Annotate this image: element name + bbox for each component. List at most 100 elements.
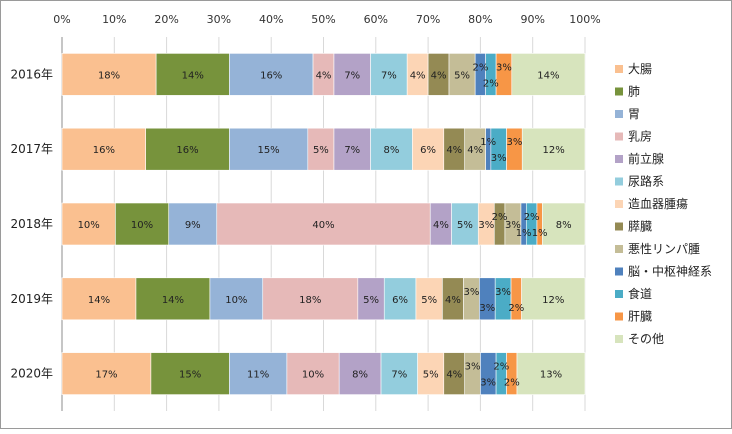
data-label: 14% <box>162 295 184 306</box>
data-label: 4% <box>316 70 332 81</box>
data-label: 2% <box>504 378 520 389</box>
legend-label: 大腸 <box>628 62 652 76</box>
legend-swatch <box>615 200 623 208</box>
data-label: 5% <box>421 295 437 306</box>
bar-segment <box>229 127 309 171</box>
bar-segment <box>145 127 230 171</box>
bar-segment <box>521 127 586 171</box>
data-label: 6% <box>420 145 436 156</box>
legend-label: その他 <box>628 332 664 346</box>
data-label: 3% <box>491 153 507 164</box>
category-labels: 2016年 2017年 2018年 2019年 2020年 <box>10 67 53 380</box>
legend-label: 尿路系 <box>628 174 664 189</box>
x-tick-label: 100% <box>569 13 600 26</box>
bar-segment <box>115 202 170 246</box>
x-tick-label: 30% <box>207 13 231 26</box>
data-label: 16% <box>260 70 282 81</box>
bar-segment <box>307 127 335 171</box>
data-label: 4% <box>446 370 462 381</box>
bar-segment <box>155 53 230 96</box>
data-label: 2% <box>492 212 508 223</box>
bar-segment <box>135 277 211 321</box>
legend-swatch <box>615 335 623 343</box>
bar-segment <box>521 277 586 321</box>
x-tick-labels: 0% 10% 20% 30% 40% 50% 60% 70% 80% 90% 100% <box>53 13 600 26</box>
category-label: 2019年 <box>10 292 53 306</box>
bar-segment <box>61 277 137 321</box>
data-label: 10% <box>302 370 324 381</box>
bar-segment <box>516 352 586 395</box>
data-label: 3% <box>463 287 479 298</box>
data-label: 3% <box>478 220 494 231</box>
data-label: 4% <box>433 220 449 231</box>
legend-swatch <box>615 177 623 186</box>
data-label: 7% <box>344 70 360 81</box>
legend-swatch <box>615 222 623 231</box>
bar-segment <box>357 277 385 321</box>
bar-segment <box>463 277 480 321</box>
data-label: 12% <box>543 145 565 156</box>
data-label: 2% <box>493 362 509 373</box>
x-tick-label: 70% <box>416 13 440 26</box>
x-tick-label: 90% <box>520 13 544 26</box>
bar-segment <box>506 127 523 171</box>
data-label: 10% <box>131 220 153 231</box>
bar-segment <box>229 352 288 395</box>
bar-segment <box>61 352 152 395</box>
data-label: 1% <box>532 228 548 239</box>
bar-segment <box>168 202 218 246</box>
legend-swatch <box>615 267 623 276</box>
data-label: 17% <box>95 370 117 381</box>
bar-segment <box>150 352 230 395</box>
legend-swatch <box>615 132 623 141</box>
data-label: 7% <box>391 370 407 381</box>
data-label: 2% <box>472 62 488 73</box>
bar-segment <box>451 202 479 246</box>
legend-label: 肝臓 <box>628 310 652 324</box>
data-label: 18% <box>299 295 321 306</box>
x-tick-label: 20% <box>154 13 178 26</box>
legend-label: 乳房 <box>628 129 652 144</box>
data-label: 16% <box>93 145 115 156</box>
data-label: 3% <box>480 378 496 389</box>
legend-label: 脳・中枢神経系 <box>628 264 712 279</box>
x-tick-label: 40% <box>259 13 283 26</box>
data-label: 8% <box>384 145 400 156</box>
x-tick-label: 80% <box>468 13 492 26</box>
legend-swatch <box>615 290 623 298</box>
category-label: 2016年 <box>10 67 53 81</box>
data-label: 13% <box>540 370 562 381</box>
legend-label: 食道 <box>628 286 652 301</box>
bar-segment <box>286 352 340 395</box>
data-label: 10% <box>225 295 247 306</box>
bar-segment <box>370 127 413 171</box>
bar-segment <box>338 352 382 395</box>
legend-label: 胃 <box>628 107 640 121</box>
bar-segment <box>380 352 418 395</box>
x-tick-label: 0% <box>53 13 70 26</box>
legend-label: 造血器腫瘍 <box>628 196 688 211</box>
data-label: 2% <box>483 78 499 89</box>
x-tick-label: 10% <box>102 13 126 26</box>
data-label: 15% <box>257 145 279 156</box>
legend-swatch <box>615 110 623 118</box>
data-label: 1% <box>516 228 532 239</box>
data-label: 4% <box>446 145 462 156</box>
bar-segment <box>229 53 314 96</box>
bars: 18% 14% 16% 4% 7% 7% 4% 4% 5%2%2%3%14%16% 16% 15% 5… <box>61 53 586 395</box>
legend-swatch <box>615 65 623 73</box>
category-label: 2018年 <box>10 217 53 231</box>
data-label: 40% <box>312 220 334 231</box>
bar-segment <box>412 127 445 171</box>
legend-label: 膵臓 <box>628 220 652 234</box>
data-label: 3% <box>496 62 512 73</box>
legend-swatch <box>615 87 623 96</box>
bar-segment <box>61 53 157 96</box>
data-label: 4% <box>445 295 461 306</box>
data-label: 3% <box>479 303 495 314</box>
bar-segment <box>448 53 476 96</box>
data-label: 11% <box>247 370 269 381</box>
bar-segment <box>464 352 481 395</box>
